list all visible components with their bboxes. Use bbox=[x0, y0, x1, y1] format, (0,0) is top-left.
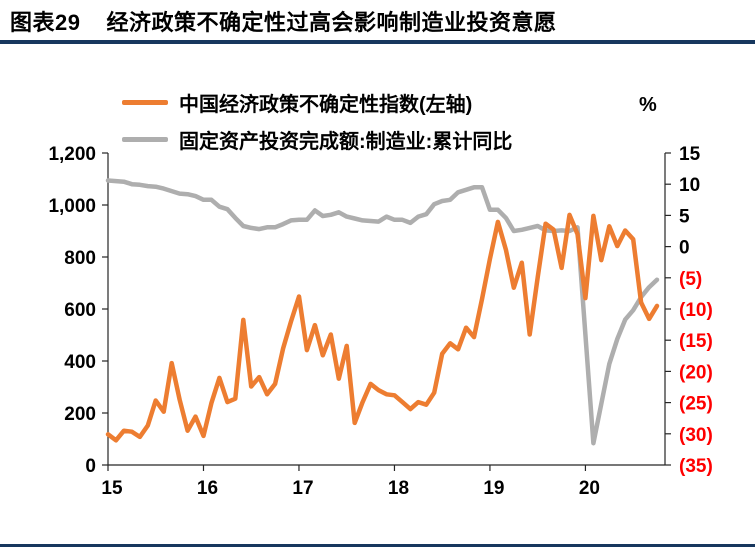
header-rule bbox=[0, 40, 755, 44]
svg-text:19: 19 bbox=[483, 478, 504, 499]
legend-item-mfg: 固定资产投资完成额:制造业:累计同比 bbox=[122, 125, 512, 154]
svg-text:10: 10 bbox=[679, 175, 700, 196]
svg-text:15: 15 bbox=[679, 144, 701, 165]
svg-text:200: 200 bbox=[64, 404, 96, 425]
footer-rule bbox=[0, 544, 755, 547]
svg-text:18: 18 bbox=[388, 478, 409, 499]
svg-text:(30): (30) bbox=[679, 425, 713, 446]
svg-text:5: 5 bbox=[679, 206, 690, 227]
svg-text:15: 15 bbox=[101, 478, 123, 499]
figure-title: 经济政策不确定性过高会影响制造业投资意愿 bbox=[106, 10, 557, 35]
right-axis-ticks: 15 10 5 0 (5) (10) (15) (20) (25) (30) (35) bbox=[665, 144, 713, 477]
legend-item-epu: 中国经济政策不确定性指数(左轴) bbox=[122, 88, 512, 117]
svg-text:0: 0 bbox=[85, 456, 96, 477]
series-line-0 bbox=[105, 212, 660, 443]
svg-text:600: 600 bbox=[64, 300, 96, 321]
figure-header: 图表29 经济政策不确定性过高会影响制造业投资意愿 bbox=[10, 5, 557, 37]
figure-number-label: 图表29 bbox=[10, 10, 81, 35]
mfg-line-swatch-icon bbox=[122, 137, 168, 142]
svg-text:0: 0 bbox=[679, 238, 690, 259]
x-axis-ticks: 15 16 17 18 19 20 bbox=[101, 465, 600, 499]
svg-text:800: 800 bbox=[64, 248, 96, 269]
axis-frame bbox=[107, 153, 666, 466]
svg-text:1,200: 1,200 bbox=[48, 144, 96, 165]
left-axis-ticks: 1,200 1,000 800 600 400 200 0 bbox=[48, 144, 108, 477]
epu-line-swatch-icon bbox=[122, 100, 168, 105]
svg-text:(25): (25) bbox=[679, 394, 713, 415]
svg-text:20: 20 bbox=[579, 478, 600, 499]
svg-text:400: 400 bbox=[64, 352, 96, 373]
legend-label-mfg: 固定资产投资完成额:制造业:累计同比 bbox=[179, 131, 513, 153]
right-axis-unit-label: % bbox=[639, 94, 657, 116]
chart-legend: 中国经济政策不确定性指数(左轴) 固定资产投资完成额:制造业:累计同比 bbox=[122, 88, 512, 154]
svg-text:1,000: 1,000 bbox=[48, 196, 96, 217]
svg-text:(15): (15) bbox=[679, 331, 713, 352]
legend-label-epu: 中国经济政策不确定性指数(左轴) bbox=[179, 94, 473, 116]
svg-text:(35): (35) bbox=[679, 456, 713, 477]
svg-text:16: 16 bbox=[197, 478, 218, 499]
svg-text:(5): (5) bbox=[679, 269, 702, 290]
svg-text:(20): (20) bbox=[679, 362, 713, 383]
series-line-1 bbox=[105, 178, 660, 446]
svg-text:(10): (10) bbox=[679, 300, 713, 321]
svg-text:17: 17 bbox=[292, 478, 313, 499]
